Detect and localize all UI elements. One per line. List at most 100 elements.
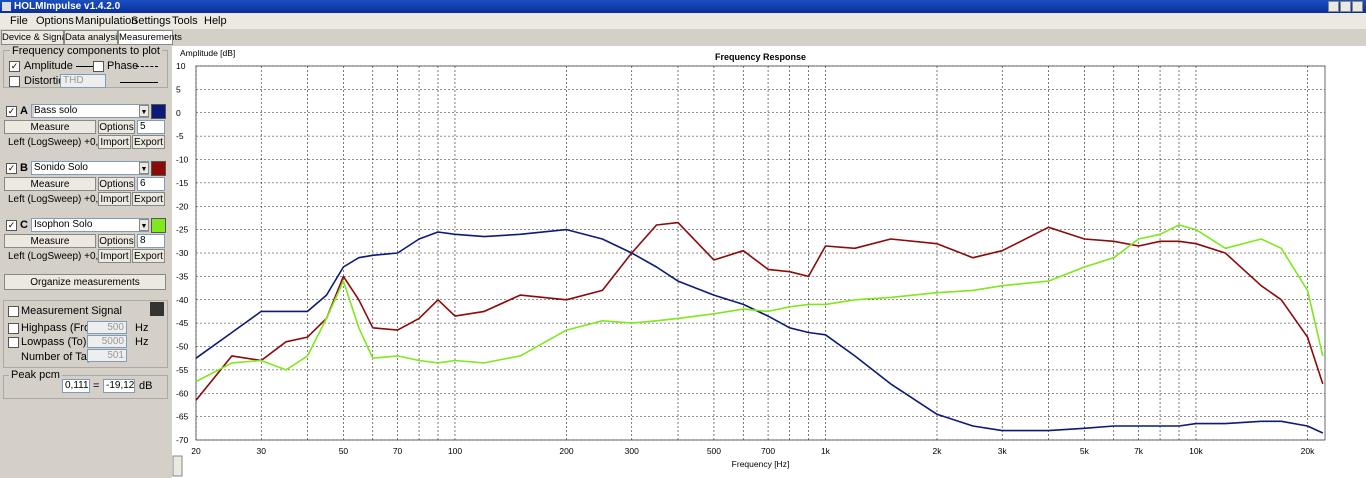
- y-tick-label: -45: [176, 318, 189, 328]
- checkbox[interactable]: ✓: [6, 106, 17, 117]
- x-tick-label: 1k: [821, 446, 831, 456]
- menu-item[interactable]: File: [10, 15, 28, 27]
- scroll-button[interactable]: [172, 455, 183, 477]
- menu-bar: File Options Manipulation Settings Tools Help: [0, 13, 1366, 29]
- menu-item[interactable]: Settings: [131, 15, 171, 27]
- row-letter: A: [20, 105, 28, 117]
- x-tick-label: 300: [625, 446, 639, 456]
- y-tick-label: 10: [176, 61, 186, 71]
- x-tick-label: 30: [257, 446, 267, 456]
- dropdown-arrow[interactable]: ▼: [139, 162, 149, 174]
- export-button[interactable]: Export: [132, 135, 165, 149]
- checkbox-label: Distortion: [24, 75, 71, 87]
- measure-button[interactable]: Measure: [4, 234, 96, 248]
- series-line: [195, 228, 1324, 434]
- measure-button[interactable]: Measure: [4, 177, 96, 191]
- tab[interactable]: Measurements: [118, 30, 182, 45]
- import-button[interactable]: Import: [98, 192, 131, 206]
- y-tick-label: -10: [176, 155, 189, 165]
- measurement-name[interactable]: Isophon Solo: [31, 218, 149, 232]
- unit-label: dB: [139, 380, 153, 392]
- checkbox[interactable]: [9, 76, 20, 87]
- number-input[interactable]: 5000: [87, 335, 127, 348]
- color-swatch[interactable]: [151, 104, 166, 119]
- series-line: [195, 224, 1324, 383]
- y-tick-label: -20: [176, 201, 189, 211]
- import-button[interactable]: Import: [98, 135, 131, 149]
- y-tick-label: -30: [176, 248, 189, 258]
- x-tick-label: 700: [761, 446, 775, 456]
- y-tick-label: -40: [176, 295, 189, 305]
- title-bar: [0, 0, 1366, 13]
- number-input[interactable]: 501: [87, 349, 127, 362]
- menu-item[interactable]: Tools: [172, 15, 198, 27]
- options-button[interactable]: Options: [98, 120, 135, 134]
- count-spinner[interactable]: 5: [137, 120, 165, 134]
- dropdown-arrow[interactable]: ▼: [139, 105, 149, 117]
- measure-button[interactable]: Measure: [4, 120, 96, 134]
- y-tick-label: -25: [176, 225, 189, 235]
- plot-frame: [195, 65, 1326, 441]
- chart: Frequency Response Amplitude [dB] Frequenc…: [172, 46, 1366, 478]
- minimize-button[interactable]: [1328, 1, 1339, 12]
- measurement-name[interactable]: Sonido Solo: [31, 161, 149, 175]
- restore-button[interactable]: [1340, 1, 1351, 12]
- number-input[interactable]: 500: [87, 321, 127, 334]
- dropdown-arrow[interactable]: ▼: [139, 219, 149, 231]
- unit-label: Hz: [135, 322, 149, 334]
- app-icon: [2, 2, 11, 11]
- y-tick-label: -35: [176, 271, 189, 281]
- readout: 0,111: [62, 379, 90, 393]
- checkbox[interactable]: ✓: [6, 220, 17, 231]
- y-tick-label: -50: [176, 342, 189, 352]
- checkbox-label: Lowpass (To): [21, 336, 87, 348]
- checkbox[interactable]: ✓: [6, 163, 17, 174]
- y-tick-label: -15: [176, 178, 189, 188]
- checkbox[interactable]: [8, 306, 19, 317]
- tab-strip: Device & Signal Data analysis Measurements: [0, 30, 182, 45]
- y-tick-label: 0: [176, 108, 181, 118]
- export-button[interactable]: Export: [132, 192, 165, 206]
- x-tick-label: 10k: [1189, 446, 1203, 456]
- color-swatch[interactable]: [151, 218, 166, 233]
- tab[interactable]: Data analysis: [64, 30, 123, 45]
- count-spinner[interactable]: 8: [137, 234, 165, 248]
- color-swatch[interactable]: [150, 302, 164, 316]
- row-letter: B: [20, 162, 28, 174]
- window-title: HOLMImpulse v1.4.2.0: [14, 1, 121, 12]
- checkbox[interactable]: ✓: [9, 61, 20, 72]
- x-tick-label: 20: [191, 446, 201, 456]
- line-style: [136, 66, 158, 67]
- options-button[interactable]: Options: [98, 177, 135, 191]
- import-button[interactable]: Import: [98, 249, 131, 263]
- checkbox-label: Phase: [107, 60, 139, 72]
- line-style: [76, 66, 98, 67]
- measurement-name[interactable]: Bass solo: [31, 104, 149, 118]
- row-letter: C: [20, 219, 28, 231]
- x-tick-label: 50: [339, 446, 349, 456]
- checkbox[interactable]: [8, 337, 19, 348]
- y-tick-label: -65: [176, 412, 189, 422]
- checkbox[interactable]: [8, 323, 19, 334]
- export-button[interactable]: Export: [132, 249, 165, 263]
- options-button[interactable]: Options: [98, 234, 135, 248]
- tab[interactable]: Device & Signal: [1, 30, 70, 45]
- x-tick-label: 500: [707, 446, 721, 456]
- count-spinner[interactable]: 6: [137, 177, 165, 191]
- close-button[interactable]: [1352, 1, 1363, 12]
- checkbox-label: Measurement Signal: [21, 305, 122, 317]
- dropdown[interactable]: THD: [60, 74, 106, 88]
- color-swatch[interactable]: [151, 161, 166, 176]
- y-tick-label: -60: [176, 388, 189, 398]
- x-tick-label: 3k: [998, 446, 1008, 456]
- checkbox[interactable]: [93, 61, 104, 72]
- chart-title: Frequency Response: [715, 52, 806, 62]
- organize-button[interactable]: Organize measurements: [4, 274, 166, 290]
- x-tick-label: 2k: [932, 446, 942, 456]
- menu-item[interactable]: Options: [36, 15, 74, 27]
- menu-item[interactable]: Help: [204, 15, 227, 27]
- menu-item[interactable]: Manipulation: [75, 15, 138, 27]
- checkbox-label: Amplitude: [24, 60, 73, 72]
- y-axis-label: Amplitude [dB]: [180, 48, 235, 58]
